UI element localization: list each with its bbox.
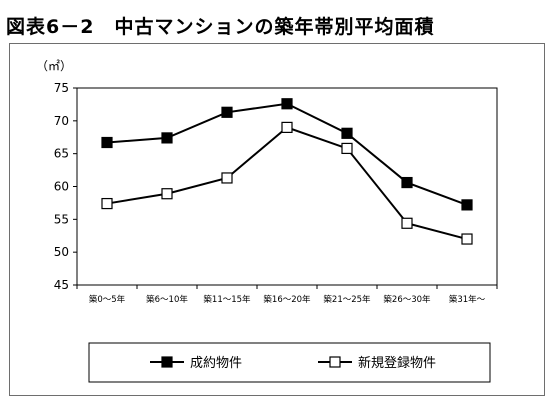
series-2-point [401, 217, 413, 229]
x-tick-label: 築16～20年 [263, 294, 311, 305]
y-tick-label: 60 [54, 180, 69, 194]
y-tick-label: 65 [54, 147, 69, 161]
y-tick-label: 55 [54, 212, 69, 226]
series-1-point [221, 106, 233, 118]
x-tick-label: 築21～25年 [323, 294, 371, 305]
series-2-point [101, 197, 113, 210]
y-tick-label: 75 [54, 81, 69, 95]
figure-title: 図表6－2 中古マンションの築年帯別平均面積 [6, 16, 435, 38]
y-axis-label: （㎡） [36, 59, 72, 73]
series-2-point [161, 188, 173, 200]
chart-frame [9, 43, 545, 396]
x-tick-label: 築0～5年 [89, 294, 126, 305]
series-1-point [161, 132, 173, 144]
legend-marker [329, 356, 341, 368]
series-1-point [281, 98, 293, 110]
series-2-point [221, 172, 233, 184]
y-tick-label: 70 [54, 114, 69, 128]
x-tick-label: 築26～30年 [383, 294, 431, 305]
legend-label: 成約物件 [190, 356, 242, 371]
legend-marker [161, 356, 173, 368]
y-tick-label: 45 [54, 278, 69, 292]
x-tick-label: 築11～15年 [203, 294, 251, 305]
series-1-point [101, 136, 113, 149]
legend-label: 新規登録物件 [358, 355, 436, 371]
series-1-point [461, 199, 473, 211]
series-1-point [401, 176, 413, 189]
x-tick-label: 築31年～ [449, 294, 486, 305]
series-2-point [341, 142, 353, 155]
series-2-point [461, 233, 473, 245]
plot-area [76, 87, 498, 286]
y-tick-label: 50 [54, 245, 69, 259]
x-tick-label: 築6～10年 [146, 294, 188, 305]
series-1-point [341, 127, 353, 139]
series-2-point [281, 121, 293, 134]
